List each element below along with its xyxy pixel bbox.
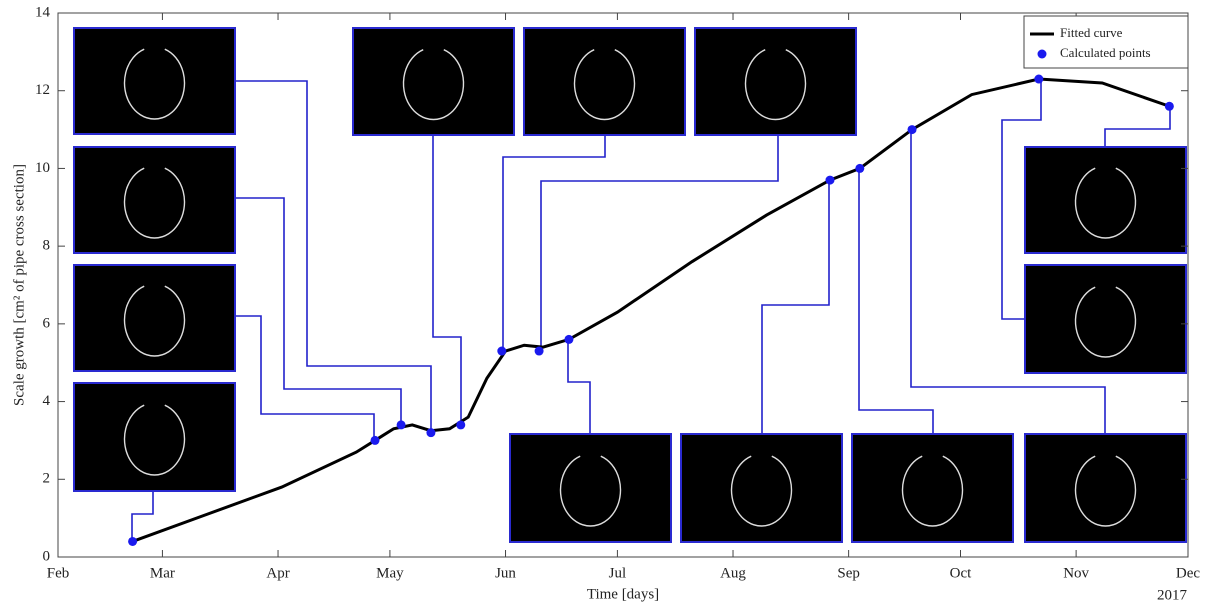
x-tick-label: Feb bbox=[47, 565, 70, 581]
y-tick-label: 14 bbox=[35, 4, 51, 20]
x-tick-label: Mar bbox=[150, 565, 175, 581]
y-tick-label: 8 bbox=[43, 238, 51, 254]
x-axis-year: 2017 bbox=[1157, 587, 1188, 603]
y-tick-label: 4 bbox=[43, 393, 51, 409]
y-tick-label: 6 bbox=[43, 315, 51, 331]
inset-image bbox=[74, 28, 235, 134]
data-point bbox=[908, 125, 917, 134]
x-tick-label: Jun bbox=[495, 565, 516, 581]
legend-label: Calculated points bbox=[1060, 45, 1151, 60]
data-point bbox=[564, 335, 573, 344]
connector bbox=[503, 135, 605, 349]
chart: Feb Mar Apr May Jun Jul Aug Sep Oct Nov Dec 0 2 4 6 8 10… bbox=[0, 0, 1224, 611]
connector bbox=[235, 198, 401, 425]
connector bbox=[568, 339, 590, 434]
data-point bbox=[535, 347, 544, 356]
data-point bbox=[1165, 102, 1174, 111]
x-tick-label: Sep bbox=[837, 565, 860, 581]
inset-image bbox=[74, 265, 235, 371]
y-tick-label: 10 bbox=[35, 160, 50, 176]
data-point bbox=[825, 176, 834, 185]
connector bbox=[541, 135, 778, 350]
inset-image bbox=[74, 147, 235, 253]
legend-swatch bbox=[1038, 50, 1047, 59]
x-tick-label: Nov bbox=[1063, 565, 1089, 581]
x-tick-label: Apr bbox=[266, 565, 289, 581]
x-tick-label: May bbox=[376, 565, 404, 581]
y-tick-label: 2 bbox=[43, 471, 51, 487]
data-point bbox=[370, 436, 379, 445]
legend-label: Fitted curve bbox=[1060, 25, 1123, 40]
connector bbox=[1105, 106, 1170, 147]
connector bbox=[132, 491, 153, 541]
connector bbox=[235, 316, 374, 440]
inset-layer bbox=[74, 28, 1186, 542]
data-point bbox=[1034, 75, 1043, 84]
data-point bbox=[456, 420, 465, 429]
x-axis-label: Time [days] bbox=[587, 586, 659, 602]
data-point bbox=[855, 164, 864, 173]
data-point bbox=[497, 347, 506, 356]
x-tick-label: Aug bbox=[720, 565, 746, 581]
x-tick-label: Dec bbox=[1176, 565, 1200, 581]
connector bbox=[762, 180, 829, 434]
legend-box bbox=[1024, 16, 1188, 68]
y-tick-label: 12 bbox=[35, 82, 50, 98]
inset-image bbox=[1025, 147, 1186, 253]
connector bbox=[433, 135, 461, 425]
connector bbox=[859, 168, 933, 434]
data-point bbox=[128, 537, 137, 546]
data-point bbox=[397, 420, 406, 429]
data-point bbox=[426, 428, 435, 437]
y-tick-label: 0 bbox=[43, 548, 51, 564]
y-axis-label: Scale growth [cm² of pipe cross section] bbox=[11, 164, 27, 406]
x-tick-label: Oct bbox=[950, 565, 972, 581]
x-tick-label: Jul bbox=[609, 565, 627, 581]
